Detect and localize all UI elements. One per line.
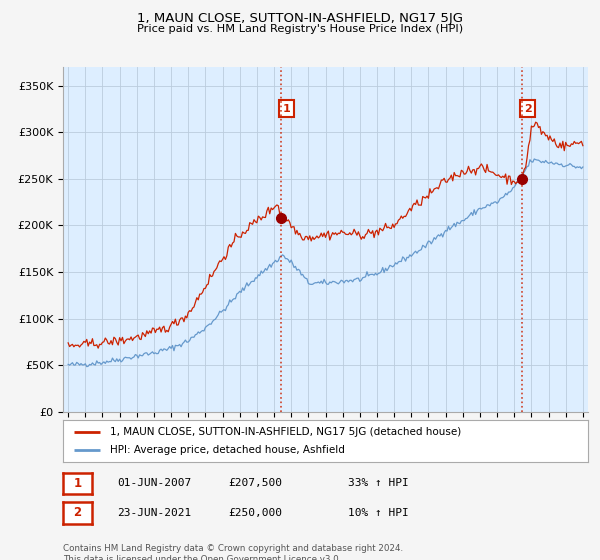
Text: 1, MAUN CLOSE, SUTTON-IN-ASHFIELD, NG17 5JG (detached house): 1, MAUN CLOSE, SUTTON-IN-ASHFIELD, NG17 … (110, 427, 461, 437)
Text: Contains HM Land Registry data © Crown copyright and database right 2024.
This d: Contains HM Land Registry data © Crown c… (63, 544, 403, 560)
Text: 2: 2 (73, 506, 82, 520)
Text: 10% ↑ HPI: 10% ↑ HPI (348, 508, 409, 518)
Text: £207,500: £207,500 (228, 478, 282, 488)
Text: 33% ↑ HPI: 33% ↑ HPI (348, 478, 409, 488)
Text: 23-JUN-2021: 23-JUN-2021 (117, 508, 191, 518)
Text: 1: 1 (73, 477, 82, 490)
Text: 2: 2 (524, 104, 532, 114)
Text: £250,000: £250,000 (228, 508, 282, 518)
Text: 01-JUN-2007: 01-JUN-2007 (117, 478, 191, 488)
Text: HPI: Average price, detached house, Ashfield: HPI: Average price, detached house, Ashf… (110, 445, 345, 455)
Text: 1, MAUN CLOSE, SUTTON-IN-ASHFIELD, NG17 5JG: 1, MAUN CLOSE, SUTTON-IN-ASHFIELD, NG17 … (137, 12, 463, 25)
Text: Price paid vs. HM Land Registry's House Price Index (HPI): Price paid vs. HM Land Registry's House … (137, 24, 463, 34)
Text: 1: 1 (283, 104, 290, 114)
